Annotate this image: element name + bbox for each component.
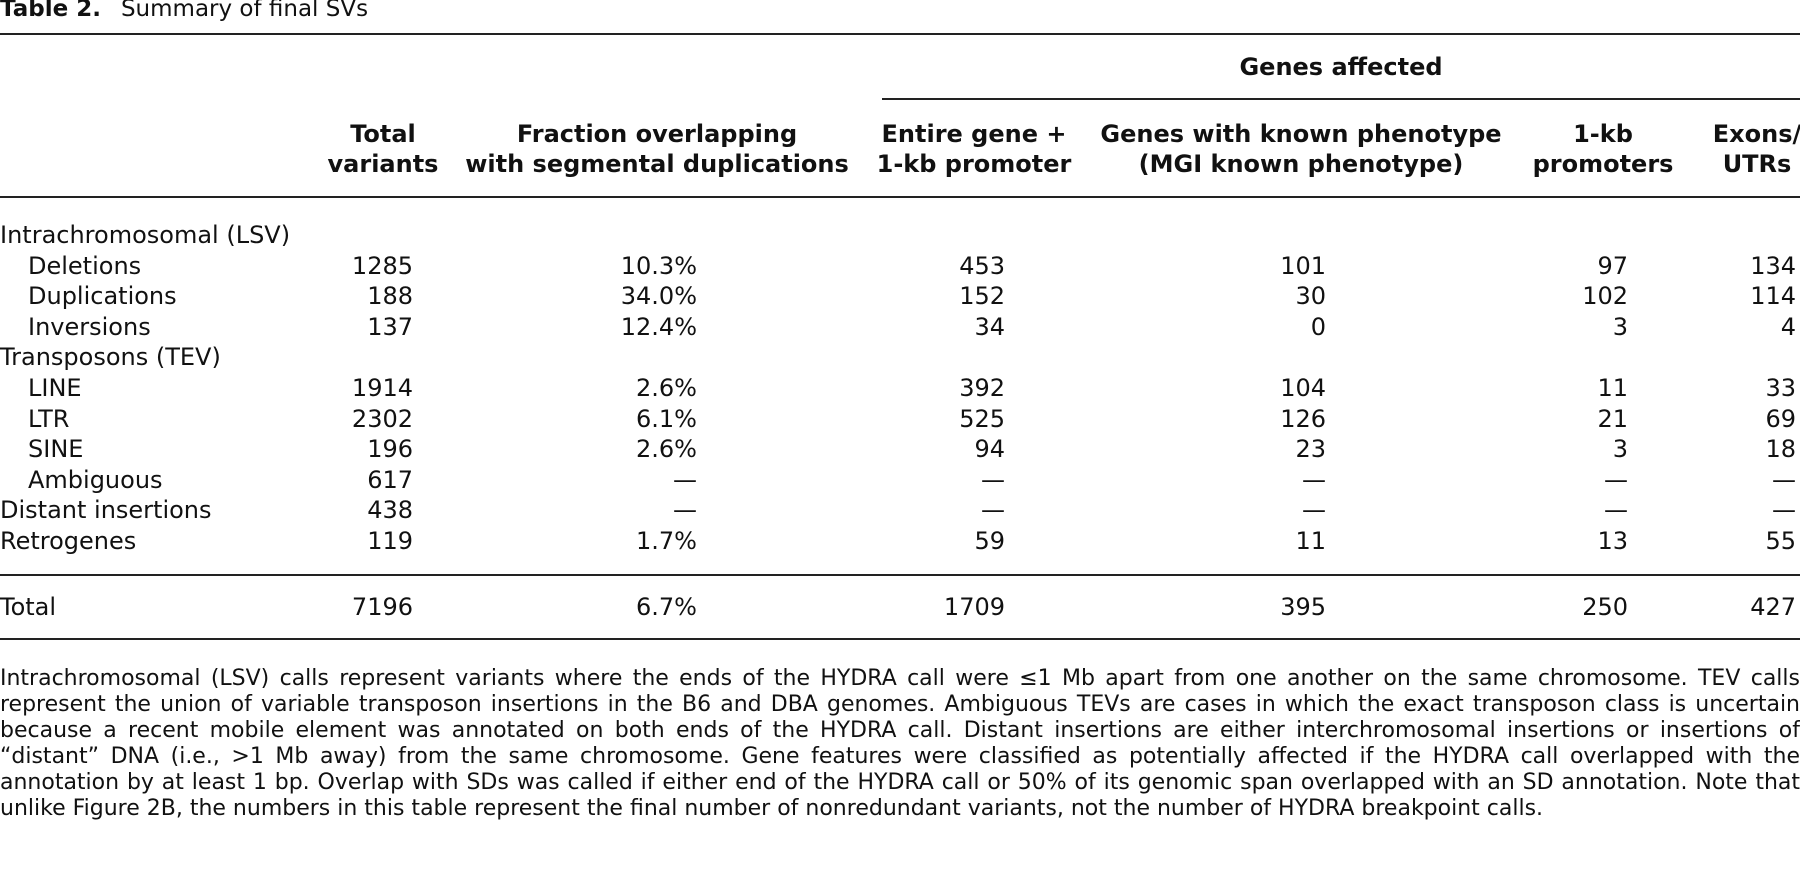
cell: 250 — [1582, 593, 1628, 621]
cell: 11 — [1295, 527, 1326, 555]
cell: 101 — [1280, 251, 1326, 280]
cell: 114 — [1750, 282, 1796, 311]
column-header: Fraction overlapping — [516, 120, 798, 148]
cell: 188 — [367, 282, 413, 311]
row-label: SINE — [28, 435, 84, 464]
cell: 13 — [1597, 527, 1628, 555]
cell: 69 — [1765, 404, 1796, 433]
caption: Table 2. Summary of final SVs — [0, 0, 368, 22]
cell: 2.6% — [636, 374, 697, 402]
cell: 1914 — [351, 374, 413, 402]
rule — [0, 574, 1800, 576]
cell: 1709 — [943, 593, 1005, 621]
cell: 23 — [1295, 435, 1326, 464]
row-label: Inversions — [28, 312, 151, 341]
group-header: Genes affected — [1239, 53, 1443, 81]
cell: 12.4% — [620, 312, 697, 341]
cell: 11 — [1597, 374, 1628, 402]
column-header: variants — [327, 150, 439, 178]
column-header: 1-kb promoter — [876, 150, 1072, 178]
cell: 33 — [1765, 374, 1796, 402]
row-label: LTR — [28, 404, 70, 433]
rule — [0, 33, 1800, 35]
cell: — — [1604, 465, 1628, 494]
row-label: LINE — [28, 374, 82, 402]
cell: 21 — [1597, 404, 1628, 433]
column-header: with segmental duplications — [465, 150, 849, 178]
column-header: 1-kb — [1573, 120, 1633, 148]
cell: 395 — [1280, 593, 1326, 621]
cell: 525 — [959, 404, 1005, 433]
column-header: (MGI known phenotype) — [1138, 150, 1464, 178]
column-header: Entire gene + — [881, 120, 1067, 148]
column-header: Genes with known phenotype — [1100, 120, 1502, 148]
cell: 2.6% — [636, 435, 697, 464]
cell: 34 — [974, 312, 1005, 341]
footnote: Intrachromosomal (LSV) calls represent v… — [0, 666, 1800, 821]
cell: 18 — [1765, 435, 1796, 464]
cell: 126 — [1280, 404, 1326, 433]
cell: — — [981, 465, 1005, 494]
row-label: Intrachromosomal (LSV) — [0, 221, 291, 249]
row-label: Retrogenes — [0, 527, 137, 555]
column-header: Total — [350, 120, 416, 148]
group-rule — [882, 98, 1800, 100]
cell: 2302 — [351, 404, 413, 433]
cell: — — [673, 496, 697, 525]
cell: 55 — [1765, 527, 1796, 555]
cell: — — [1604, 496, 1628, 525]
cell: 438 — [367, 496, 413, 525]
row-label: Duplications — [28, 282, 177, 311]
cell: 10.3% — [620, 251, 697, 280]
cell: — — [673, 465, 697, 494]
cell: 196 — [367, 435, 413, 464]
caption-label: Table 2. — [0, 0, 101, 22]
cell: — — [1772, 465, 1796, 494]
cell: 4 — [1780, 312, 1796, 341]
cell: 1285 — [351, 251, 413, 280]
column-header: Exons/ — [1712, 120, 1800, 148]
cell: 94 — [974, 435, 1005, 464]
column-header: UTRs — [1722, 150, 1792, 178]
cell: 152 — [959, 282, 1005, 311]
cell: 102 — [1582, 282, 1628, 311]
cell: 104 — [1280, 374, 1326, 402]
cell: 59 — [974, 527, 1005, 555]
cell: 1.7% — [636, 527, 697, 555]
cell: 97 — [1597, 251, 1628, 280]
cell: — — [1302, 496, 1326, 525]
cell: — — [1772, 496, 1796, 525]
row-label: Deletions — [28, 251, 142, 280]
cell: 134 — [1750, 251, 1796, 280]
cell: 3 — [1612, 312, 1628, 341]
row-label: Distant insertions — [0, 496, 212, 525]
cell: 119 — [367, 527, 413, 555]
rule — [0, 638, 1800, 640]
row-label: Ambiguous — [28, 465, 163, 494]
cell: — — [981, 496, 1005, 525]
caption-title: Summary of final SVs — [120, 0, 369, 22]
cell: 617 — [367, 465, 413, 494]
cell: — — [1302, 465, 1326, 494]
cell: 30 — [1295, 282, 1326, 311]
cell: 3 — [1612, 435, 1628, 464]
rule — [0, 196, 1800, 198]
cell: 34.0% — [620, 282, 697, 311]
cell: 7196 — [351, 593, 413, 621]
row-label: Total — [0, 593, 57, 621]
cell: 392 — [959, 374, 1005, 402]
cell: 453 — [959, 251, 1005, 280]
cell: 6.1% — [636, 404, 697, 433]
row-label: Transposons (TEV) — [0, 343, 221, 372]
cell: 0 — [1310, 312, 1326, 341]
cell: 427 — [1750, 593, 1796, 621]
cell: 137 — [367, 312, 413, 341]
cell: 6.7% — [636, 593, 697, 621]
column-header: promoters — [1532, 150, 1674, 178]
